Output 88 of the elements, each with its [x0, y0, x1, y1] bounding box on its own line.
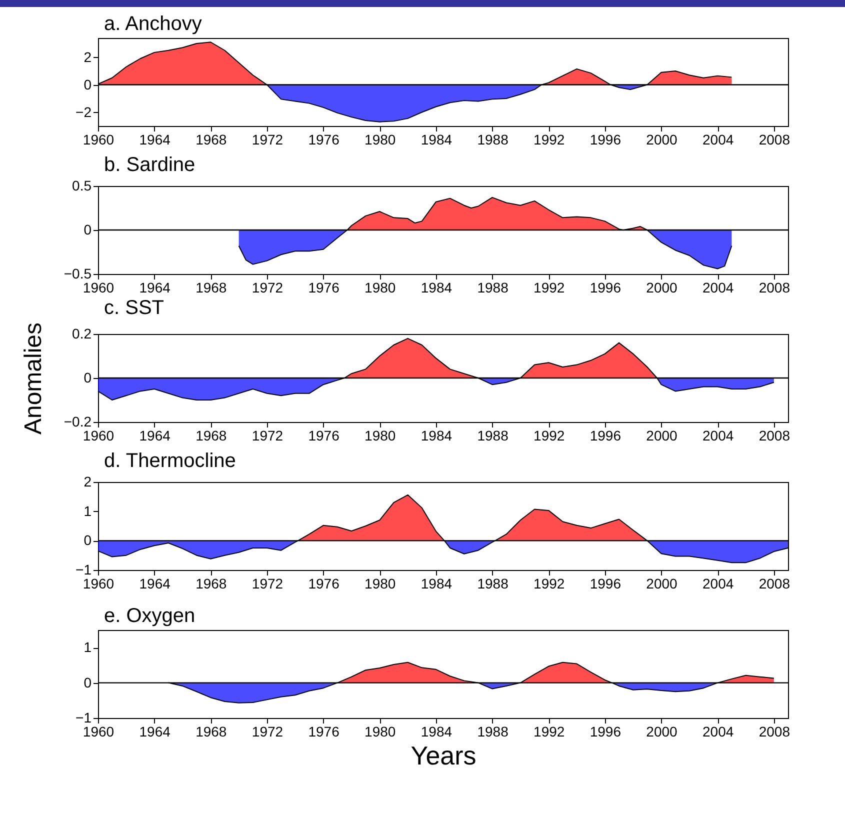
x-tick-label: 2008: [758, 576, 790, 592]
x-tick-label: 2000: [646, 132, 678, 148]
x-axis-title: Years: [410, 740, 476, 770]
y-tick-label: −2: [76, 104, 92, 120]
x-tick-label: 1964: [139, 428, 171, 444]
x-tick-label: 2004: [702, 132, 734, 148]
x-tick-label: 2000: [646, 428, 678, 444]
x-tick-label: 2008: [758, 132, 790, 148]
x-tick-label: 2000: [646, 724, 678, 740]
x-tick-label: 1988: [477, 724, 509, 740]
x-tick-label: 1988: [477, 280, 509, 296]
x-tick-label: 1960: [82, 280, 114, 296]
x-tick-label: 2004: [702, 724, 734, 740]
x-tick-label: 2004: [702, 576, 734, 592]
x-tick-label: 1964: [139, 576, 171, 592]
x-tick-label: 1964: [139, 724, 171, 740]
x-tick-label: 1992: [534, 576, 565, 592]
x-tick-label: 1980: [364, 132, 396, 148]
x-tick-label: 1996: [590, 428, 622, 444]
x-tick-label: 1972: [252, 576, 284, 592]
x-tick-label: 1992: [534, 724, 565, 740]
y-tick-label: −0.2: [64, 414, 92, 430]
x-tick-label: 1988: [477, 132, 509, 148]
x-tick-label: 1960: [82, 724, 114, 740]
x-tick-label: 1960: [82, 428, 114, 444]
x-tick-label: 1992: [534, 132, 565, 148]
x-tick-label: 1968: [196, 132, 227, 148]
chart-title: e. Oxygen: [104, 605, 196, 627]
x-tick-label: 2008: [758, 428, 790, 444]
x-tick-label: 1972: [252, 280, 284, 296]
y-tick-label: −1: [76, 710, 92, 726]
chart-title: a. Anchovy: [104, 13, 202, 35]
x-tick-label: 1980: [364, 724, 396, 740]
x-tick-label: 1996: [590, 132, 622, 148]
x-tick-label: 1988: [477, 428, 509, 444]
x-tick-label: 1980: [364, 428, 396, 444]
x-tick-label: 1988: [477, 576, 509, 592]
x-tick-label: 1976: [308, 576, 340, 592]
x-tick-label: 1984: [420, 132, 452, 148]
x-tick-label: 1980: [364, 280, 396, 296]
x-tick-label: 2000: [646, 280, 678, 296]
x-tick-label: 1968: [196, 576, 227, 592]
x-tick-label: 1968: [196, 280, 227, 296]
x-tick-label: 2004: [702, 428, 734, 444]
x-tick-label: 1984: [420, 576, 452, 592]
x-tick-label: 1996: [590, 280, 622, 296]
y-tick-label: −1: [76, 562, 92, 578]
x-tick-label: 1960: [82, 576, 114, 592]
x-tick-label: 1972: [252, 428, 284, 444]
y-tick-label: −0.5: [64, 266, 92, 282]
x-tick-label: 1980: [364, 576, 396, 592]
x-tick-label: 1968: [196, 724, 227, 740]
x-tick-label: 1960: [82, 132, 114, 148]
y-tick-label: 1: [84, 502, 92, 519]
chart-title: c. SST: [104, 296, 164, 319]
x-tick-label: 2004: [702, 280, 734, 296]
x-tick-label: 1992: [534, 280, 565, 296]
y-tick-label: 2: [84, 48, 92, 65]
x-tick-label: 1996: [590, 724, 622, 740]
x-tick-label: 1976: [308, 428, 340, 444]
x-tick-label: 2008: [758, 724, 790, 740]
y-tick-label: 0.5: [72, 178, 92, 194]
x-tick-label: 1968: [196, 428, 227, 444]
x-tick-label: 1976: [308, 724, 340, 740]
x-tick-label: 2008: [758, 280, 790, 296]
y-axis-title: Anomalies: [20, 322, 47, 435]
y-tick-label: 0: [84, 532, 92, 548]
y-tick-label: 0: [84, 76, 92, 92]
x-tick-label: 2000: [646, 576, 678, 592]
y-tick-label: 0: [84, 222, 92, 238]
x-tick-label: 1964: [139, 280, 171, 296]
x-tick-label: 1992: [534, 428, 565, 444]
x-tick-label: 1984: [420, 428, 452, 444]
x-tick-label: 1964: [139, 132, 171, 148]
x-tick-label: 1996: [590, 576, 622, 592]
x-tick-label: 1984: [420, 724, 452, 740]
chart-title: d. Thermocline: [104, 450, 236, 472]
y-tick-label: 0: [84, 674, 92, 690]
x-tick-label: 1976: [308, 280, 340, 296]
x-tick-label: 1984: [420, 280, 452, 296]
y-tick-label: 0.2: [72, 326, 92, 342]
chart-title: b. Sardine: [104, 154, 196, 176]
y-tick-label: 2: [84, 474, 92, 490]
x-tick-label: 1972: [252, 724, 284, 740]
x-tick-label: 1976: [308, 132, 340, 148]
x-tick-label: 1972: [252, 132, 284, 148]
y-tick-label: 1: [84, 639, 92, 656]
y-tick-label: 0: [84, 370, 92, 386]
